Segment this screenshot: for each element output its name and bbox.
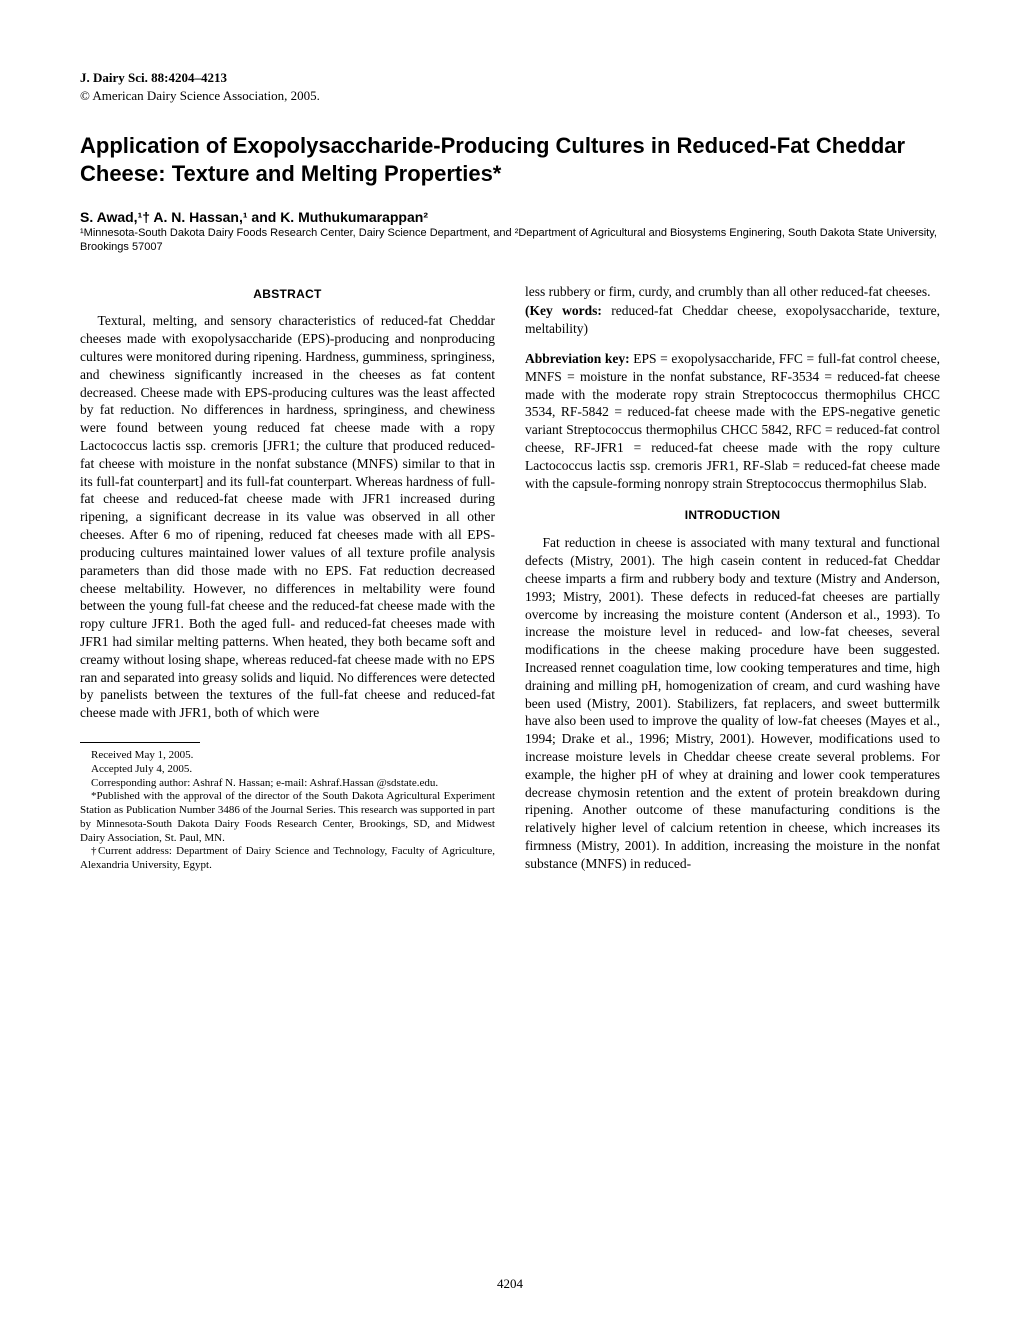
copyright-line: © American Dairy Science Association, 20… (80, 88, 940, 104)
authors-line: S. Awad,¹† A. N. Hassan,¹ and K. Muthuku… (80, 209, 940, 225)
abstract-heading: ABSTRACT (80, 287, 495, 303)
keywords-label: (Key words: (525, 303, 602, 318)
introduction-heading: INTRODUCTION (525, 508, 940, 524)
introduction-paragraph: Fat reduction in cheese is associated wi… (525, 534, 940, 872)
journal-reference: J. Dairy Sci. 88:4204–4213 (80, 70, 940, 86)
footnote-publication-note: *Published with the approval of the dire… (80, 790, 495, 845)
keywords-line: (Key words: reduced-fat Cheddar cheese, … (525, 302, 940, 338)
left-column: ABSTRACT Textural, melting, and sensory … (80, 283, 495, 873)
abbrev-label: Abbreviation key: (525, 351, 630, 366)
footnote-received: Received May 1, 2005. (80, 749, 495, 763)
abbrev-text: EPS = exopolysaccharide, FFC = full-fat … (525, 351, 940, 491)
abstract-paragraph: Textural, melting, and sensory character… (80, 312, 495, 722)
footnotes-block: Received May 1, 2005. Accepted July 4, 2… (80, 749, 495, 873)
page-number: 4204 (497, 1276, 523, 1292)
right-column: less rubbery or firm, curdy, and crumbly… (525, 283, 940, 873)
footnote-accepted: Accepted July 4, 2005. (80, 763, 495, 777)
footnote-corresponding: Corresponding author: Ashraf N. Hassan; … (80, 777, 495, 791)
footnote-rule (80, 742, 200, 743)
two-column-body: ABSTRACT Textural, melting, and sensory … (80, 283, 940, 873)
abstract-continuation: less rubbery or firm, curdy, and crumbly… (525, 283, 940, 301)
affiliations: ¹Minnesota-South Dakota Dairy Foods Rese… (80, 227, 940, 255)
footnote-current-address: †Current address: Department of Dairy Sc… (80, 845, 495, 873)
article-title: Application of Exopolysaccharide-Produci… (80, 132, 940, 187)
abbreviation-key: Abbreviation key: EPS = exopolysaccharid… (525, 350, 940, 493)
